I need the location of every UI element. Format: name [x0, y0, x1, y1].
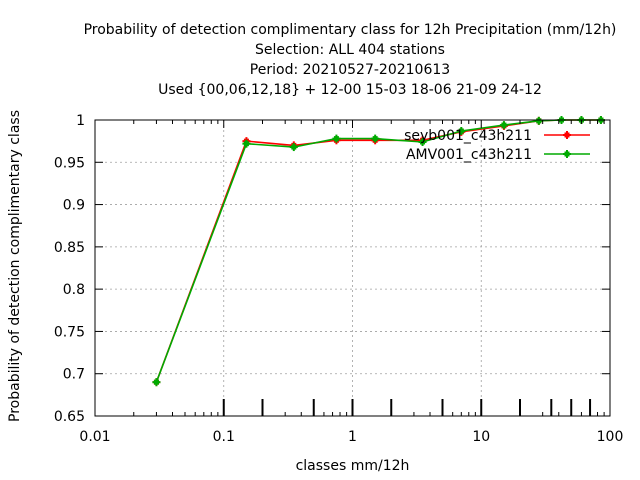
x-tick-label: 1: [348, 429, 357, 445]
series-1-point: [289, 143, 298, 152]
series-1-point: [534, 116, 543, 125]
series-1-point: [457, 126, 466, 135]
series-1-point: [371, 134, 380, 143]
series-line-1: [155, 119, 601, 383]
y-tick-label: 0.65: [54, 409, 85, 425]
y-tick-label: 0.75: [54, 324, 85, 340]
x-tick-label: 0.01: [79, 429, 110, 445]
x-axis-label: classes mm/12h: [296, 458, 410, 474]
y-tick-label: 0.8: [63, 282, 85, 298]
class-markers: [222, 399, 592, 416]
series-1-point: [152, 378, 161, 387]
series-1-point: [332, 134, 341, 143]
series-line-0: [155, 119, 601, 383]
y-tick-label: 0.85: [54, 240, 85, 256]
title-line-2: Period: 20210527-20210613: [250, 62, 450, 78]
legend-entry-label-0: seyb001_c43h211: [404, 128, 532, 144]
title-line-0: Probability of detection complimentary c…: [84, 22, 617, 38]
y-tick-label: 0.9: [63, 198, 85, 214]
legend: seyb001_c43h211 AMV001_c43h211: [404, 128, 590, 163]
chart-title: Probability of detection complimentary c…: [84, 22, 617, 98]
x-tick-label: 10: [472, 429, 490, 445]
series-1-point: [418, 137, 427, 146]
y-axis-label: Probability of detection complimentary c…: [7, 110, 23, 422]
x-tick-label: 0.1: [213, 429, 235, 445]
legend-entry-label-1: AMV001_c43h211: [406, 147, 532, 163]
axis-ticks: 0.01 0.1 1 10 100 0.65 0.7 0.75 0.8 0.85 0.9 0.95 1: [54, 113, 624, 445]
legend-marker-0: [563, 131, 571, 139]
series-1-point: [242, 139, 251, 148]
grid-lines: [95, 120, 610, 416]
x-tick-label: 100: [597, 429, 624, 445]
series-lines: [152, 116, 605, 387]
series-1-point: [499, 121, 508, 130]
y-tick-label: 0.7: [63, 367, 85, 383]
y-tick-label: 0.95: [54, 155, 85, 171]
title-line-1: Selection: ALL 404 stations: [255, 42, 445, 58]
title-line-3: Used {00,06,12,18} + 12-00 15-03 18-06 2…: [158, 82, 542, 98]
y-tick-label: 1: [76, 113, 85, 129]
legend-marker-1: [563, 150, 571, 158]
